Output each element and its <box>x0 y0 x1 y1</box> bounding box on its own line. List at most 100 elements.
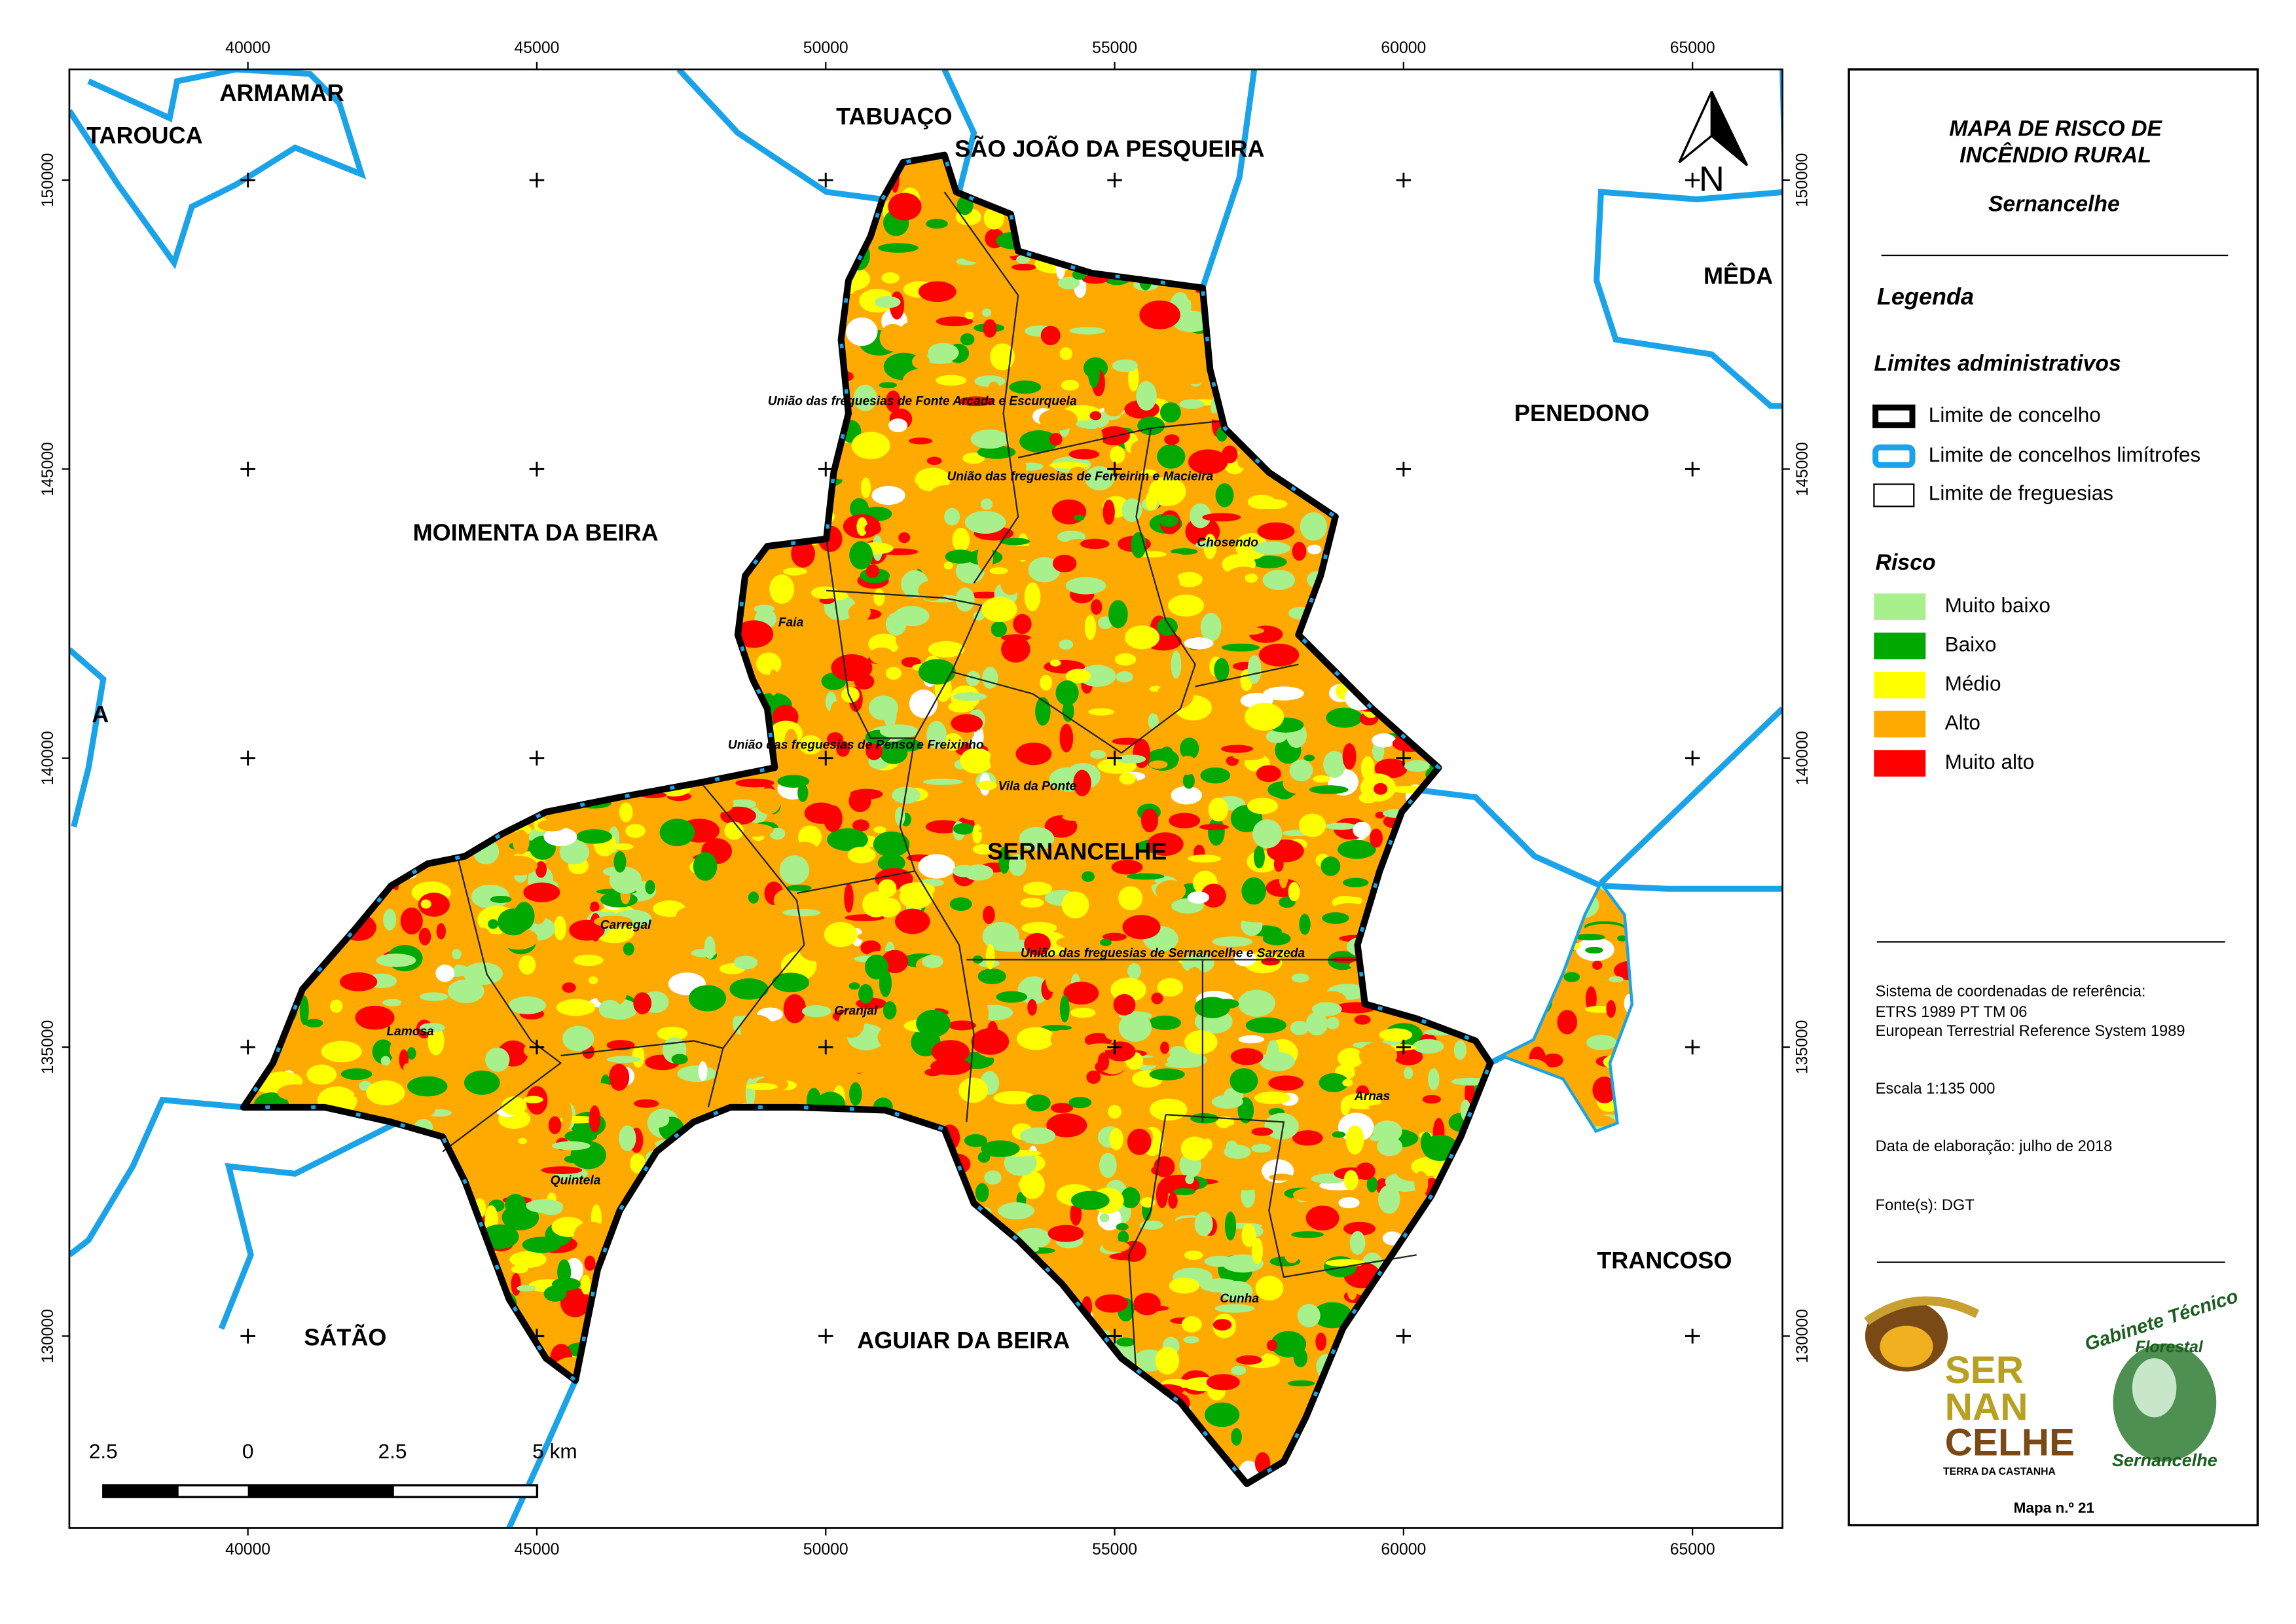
raster-patch <box>1019 826 1055 851</box>
raster-patch <box>299 995 309 1025</box>
raster-patch <box>857 932 879 941</box>
parish-boundary <box>899 738 975 1122</box>
raster-patch <box>419 992 448 1001</box>
raster-patch <box>1245 573 1258 583</box>
raster-patch <box>1206 1374 1240 1391</box>
raster-patch <box>1238 989 1275 1017</box>
raster-patch <box>843 1051 873 1073</box>
raster-patch <box>982 667 998 689</box>
raster-patch <box>958 1077 989 1103</box>
raster-patch <box>983 319 997 338</box>
legend-symbol <box>1872 444 1916 468</box>
raster-patch <box>693 852 718 881</box>
raster-patch <box>1251 555 1287 568</box>
raster-patch <box>960 246 997 263</box>
legend-label: Médio <box>1945 671 2001 695</box>
raster-patch <box>1592 960 1603 970</box>
raster-patch <box>1413 1039 1444 1054</box>
raster-patch <box>562 1100 572 1130</box>
raster-patch <box>1187 891 1209 904</box>
raster-patch <box>1254 1091 1291 1105</box>
legend-label: Baixo <box>1945 633 1997 656</box>
logo-sernancelhe: SER NAN CELHE TERRA DA CASTANHA <box>1864 1296 2075 1477</box>
raster-patch <box>1113 994 1136 1016</box>
map-number: Mapa n.º 21 <box>2014 1500 2094 1516</box>
x-tick-label: 40000 <box>225 39 270 57</box>
raster-patch <box>1051 1103 1074 1113</box>
raster-patch <box>977 781 997 790</box>
raster-patch <box>735 779 774 788</box>
raster-patch <box>901 322 920 336</box>
grid-cross <box>529 750 545 766</box>
raster-patch <box>1184 637 1214 650</box>
raster-patch <box>1237 451 1251 469</box>
raster-patch <box>1326 1017 1339 1029</box>
raster-patch <box>1341 1093 1381 1110</box>
raster-patch <box>1200 767 1231 784</box>
raster-patch <box>1100 938 1112 946</box>
raster-patch <box>866 564 880 578</box>
raster-patch <box>1404 1067 1413 1079</box>
raster-patch <box>1097 1052 1110 1071</box>
legend-section: Risco <box>1876 550 1936 575</box>
raster-patch <box>321 1041 362 1063</box>
raster-patch <box>1343 1221 1376 1236</box>
raster-patch <box>422 1103 435 1116</box>
raster-patch <box>1068 449 1100 460</box>
raster-patch <box>1225 1125 1241 1139</box>
municipality-label: AGUIAR DA BEIRA <box>857 1327 1070 1354</box>
raster-patch <box>1061 380 1080 391</box>
raster-patch <box>878 879 897 898</box>
raster-patch <box>523 1041 557 1060</box>
raster-patch <box>797 783 809 802</box>
grid-cross <box>240 1039 255 1055</box>
panel-title: INCÊNDIO RURAL <box>1959 143 2151 168</box>
legend-label: Muito baixo <box>1945 593 2050 617</box>
raster-patch <box>1055 680 1079 706</box>
raster-patch <box>848 982 860 990</box>
raster-patch <box>1542 1053 1563 1067</box>
raster-patch <box>864 523 881 535</box>
map-frame <box>68 68 1784 1529</box>
raster-patch <box>1155 1346 1180 1375</box>
raster-patch <box>1063 982 1099 1005</box>
municipality-labels: TAROUCA ARMAMAR TABUAÇO SÃO JOÃO DA PESQ… <box>86 79 1773 1354</box>
x-tick-label: 60000 <box>1381 1541 1426 1559</box>
raster-patch <box>883 701 897 728</box>
logo-text: NAN <box>1945 1386 2028 1429</box>
parish-boundary <box>951 671 1122 754</box>
raster-patch <box>556 999 596 1016</box>
raster-patch <box>1214 1304 1254 1313</box>
raster-patch <box>1040 674 1053 691</box>
raster-patch <box>518 1137 527 1145</box>
raster-patch <box>403 1063 413 1072</box>
raster-patch <box>498 908 530 936</box>
raster-patch <box>902 368 943 394</box>
raster-patch <box>918 854 955 879</box>
raster-patch <box>1046 1113 1087 1137</box>
legend-symbol <box>1872 404 1916 428</box>
raster-patch <box>374 1106 397 1119</box>
raster-patch <box>498 855 538 876</box>
raster-patch <box>1258 643 1300 667</box>
raster-patch <box>1252 819 1283 849</box>
raster-patch <box>1379 1028 1413 1042</box>
raster-patch <box>1005 545 1041 561</box>
scale-bar-segment <box>103 1485 179 1498</box>
raster-patch <box>1127 873 1165 880</box>
raster-patch <box>1160 747 1173 758</box>
raster-patch <box>1019 1171 1046 1199</box>
raster-patch <box>1090 750 1106 759</box>
y-tick-label: 145000 <box>1794 442 1812 496</box>
legend-panel: MAPA DE RISCO DE INCÊNDIO RURAL Sernance… <box>1848 68 2259 1526</box>
raster-patch <box>1160 1041 1169 1054</box>
grid-cross <box>1396 1039 1412 1055</box>
raster-patch <box>885 667 902 680</box>
raster-patch <box>881 272 900 284</box>
x-tick-label: 55000 <box>1092 39 1137 57</box>
municipality-label: ARMAMAR <box>219 79 344 106</box>
raster-patch <box>577 975 590 996</box>
raster-patch <box>471 927 493 956</box>
raster-patch <box>918 659 956 685</box>
raster-patch <box>926 456 942 465</box>
